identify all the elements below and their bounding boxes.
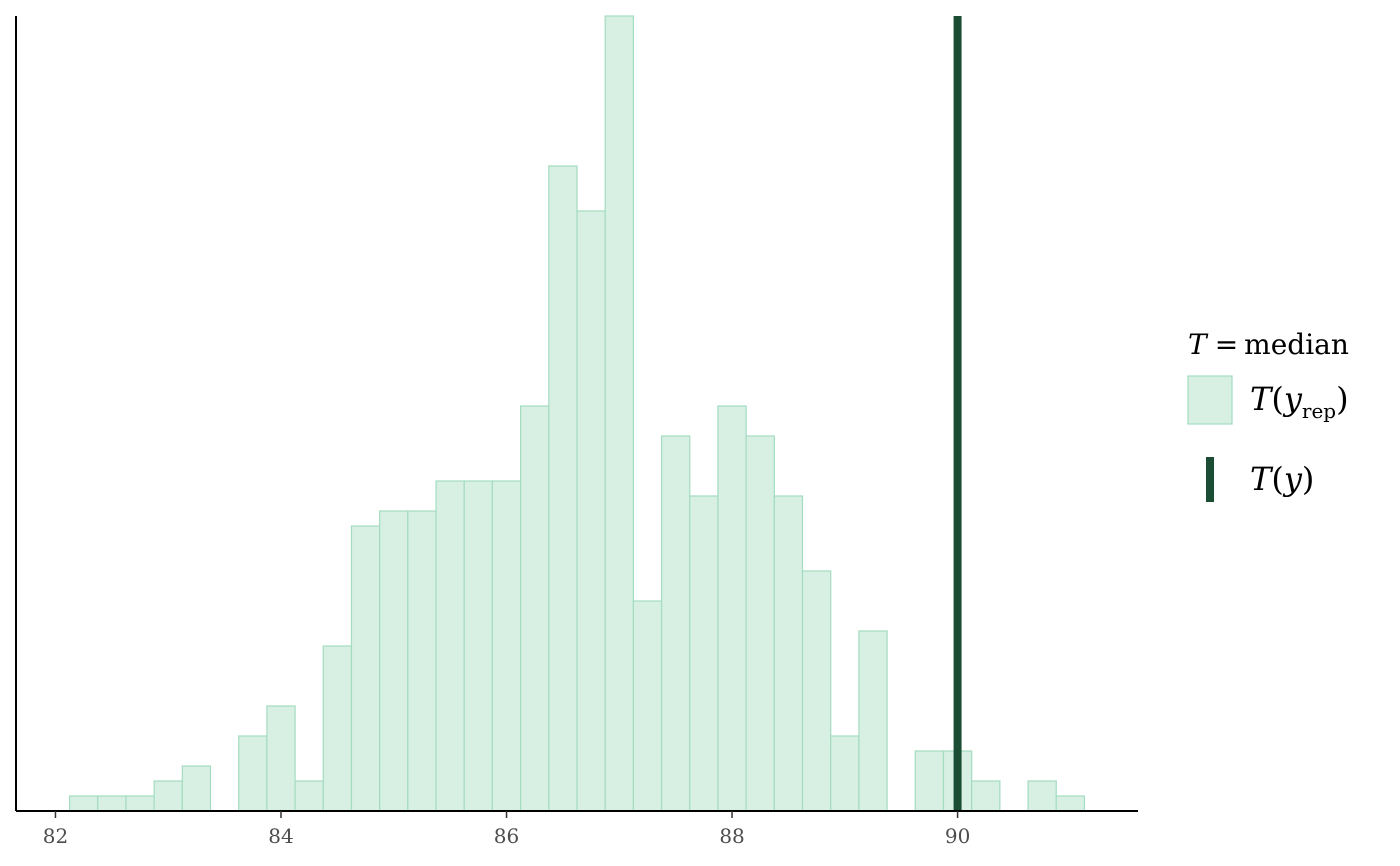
histogram-bar [435,480,465,812]
histogram-bar [548,165,578,812]
histogram-bar [660,435,691,812]
histogram-bar [350,525,381,812]
legend-key-observed [1206,457,1214,502]
legend-rep-open: ( [1271,380,1283,418]
x-tick-label: 86 [494,824,519,848]
histogram-bar [1055,795,1086,812]
histogram-bar [914,750,945,812]
histogram-bar [181,765,212,812]
legend-rep-T: T [1250,380,1274,418]
histogram-bar [717,405,747,812]
x-tick-label: 82 [43,824,68,848]
histogram-bar [576,210,606,812]
legend-obs-T: T [1250,460,1274,498]
histogram-bar [971,780,1001,812]
histogram-bar [689,495,719,812]
histogram-bar [322,645,353,812]
histogram-bar [1027,780,1057,812]
histogram-bar [520,405,550,812]
histogram-bar [801,570,832,812]
legend: T = median T(yrep) T(y) [1187,328,1349,502]
legend-key-replicated [1187,375,1233,425]
legend-obs-open: ( [1271,460,1283,498]
histogram-bar [463,480,494,812]
legend-title-stat: median [1244,328,1349,361]
histogram-bar [97,795,127,812]
histogram-bar [604,15,634,812]
legend-obs-var: y [1282,460,1303,498]
x-tick-label: 90 [945,824,970,848]
x-tick-label: 88 [719,824,744,848]
legend-title-T: T [1188,328,1209,361]
legend-label-observed: T(y) [1250,460,1314,498]
legend-title: T = median [1188,328,1349,361]
histogram-bar [858,630,888,812]
legend-title-eq: = [1215,328,1238,361]
histogram-bar [68,795,99,812]
histogram-bar [153,780,183,812]
histogram-bar [125,795,155,812]
histogram-bar [745,435,775,812]
histogram-bar [379,510,409,812]
histogram-bar [491,480,522,812]
bars-layer [68,15,1086,812]
histogram-bar [407,510,437,812]
histogram-bar [830,735,860,812]
x-axis-ticks: 82 84 86 88 90 [43,811,970,848]
legend-rep-close: ) [1336,380,1348,418]
histogram-bar [266,705,296,812]
legend-obs-close: ) [1302,460,1314,498]
histogram-bar [773,495,804,812]
legend-rep-sub: rep [1302,399,1336,423]
histogram-bar [238,735,268,812]
histogram-bar [294,780,324,812]
histogram-bar [632,600,663,812]
legend-rep-var: y [1282,380,1303,418]
x-tick-label: 84 [268,824,293,848]
legend-label-replicated: T(yrep) [1250,380,1349,423]
